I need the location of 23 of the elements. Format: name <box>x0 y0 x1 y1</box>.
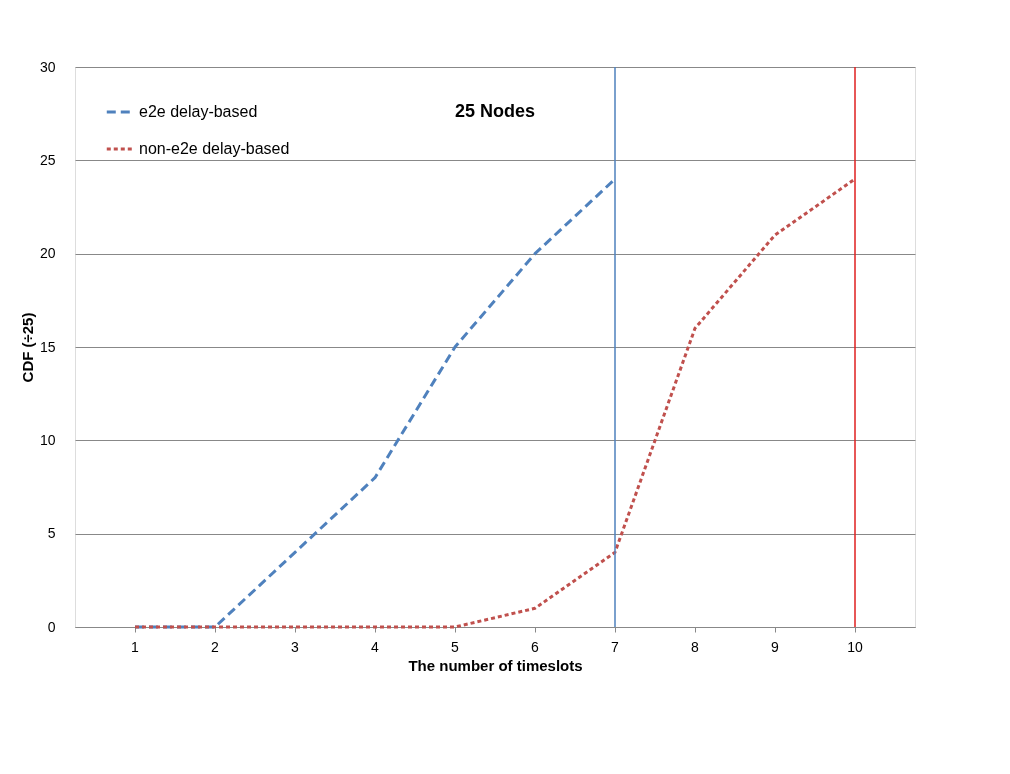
y-tick-label: 25 <box>39 151 56 168</box>
x-tick-label: 2 <box>211 638 220 655</box>
legend-label: non-e2e delay-based <box>139 140 290 157</box>
x-tick-label: 9 <box>771 638 780 655</box>
line-series <box>133 177 857 629</box>
x-tick-label: 4 <box>371 638 380 655</box>
y-tick-label: 0 <box>47 618 56 635</box>
text: 25 Nodes <box>454 100 536 121</box>
x-tick-label: 5 <box>451 638 460 655</box>
y-tick-label: 30 <box>39 58 56 75</box>
x-tick-label: 10 <box>847 638 863 655</box>
y-tick-label: 20 <box>39 245 56 262</box>
x-tick-label: 1 <box>131 638 140 655</box>
y-tick-label: 15 <box>39 338 56 355</box>
x-tick-label: 8 <box>691 638 700 655</box>
y-tick-label: 5 <box>47 525 56 542</box>
x-tick-label: 6 <box>531 638 540 655</box>
x-tick-label: 7 <box>611 638 620 655</box>
y-axis-title: CDF (÷25) <box>18 312 36 383</box>
legend-label: e2e delay-based <box>139 103 258 120</box>
y-tick-label: 10 <box>39 431 56 448</box>
x-axis-title: The number of timeslots <box>408 656 583 674</box>
x-tick-label: 3 <box>291 638 300 655</box>
